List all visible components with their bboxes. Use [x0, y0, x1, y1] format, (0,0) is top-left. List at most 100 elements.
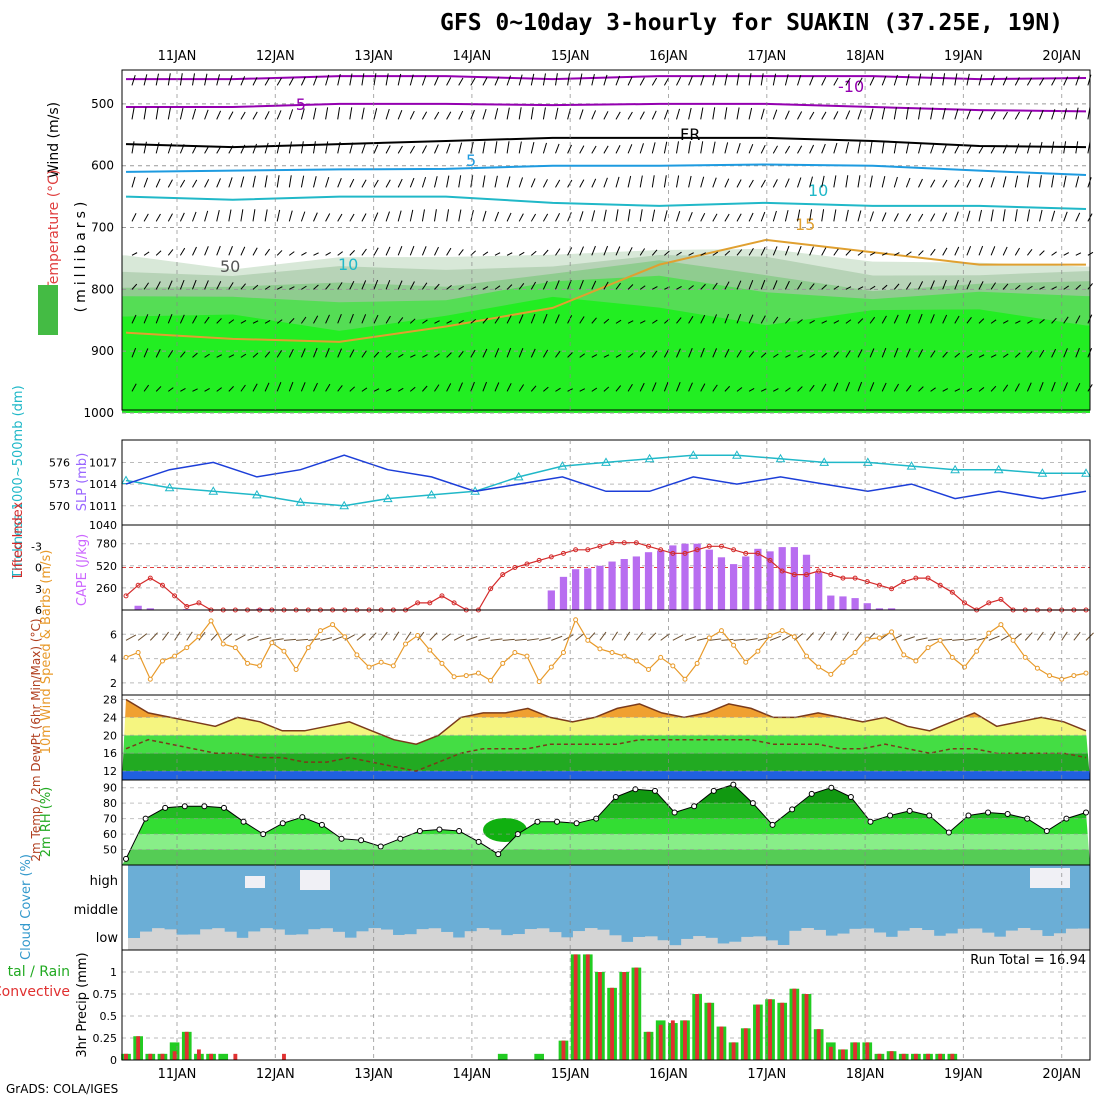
wind-barb — [349, 107, 353, 120]
wind-barb — [615, 353, 622, 358]
wind-barb — [712, 107, 716, 120]
wind-barb — [252, 143, 258, 154]
li-marker — [731, 547, 737, 553]
wind-barb — [676, 108, 681, 120]
cape-bar — [571, 569, 580, 610]
cloud-high — [1030, 868, 1070, 888]
precip-conv-bar — [585, 954, 590, 1060]
li-marker — [123, 593, 129, 599]
li-marker — [889, 586, 895, 592]
cloud-low — [224, 931, 237, 950]
x-tick-label: 20JAN — [1042, 1067, 1081, 1082]
wind-barb — [712, 141, 716, 154]
thickness-marker — [906, 461, 917, 470]
wind-barb — [748, 279, 754, 290]
wind-barb — [651, 382, 657, 392]
wind-barb — [204, 73, 208, 86]
wind-barb — [1002, 283, 1009, 290]
wind-barb — [385, 145, 391, 154]
wind-barb — [881, 107, 886, 120]
precip-conv-bar — [561, 1040, 566, 1060]
wind-barb — [482, 175, 486, 188]
wind-barb — [1039, 141, 1043, 154]
rh-marker — [1004, 811, 1011, 817]
wind-barb — [918, 142, 922, 154]
wind-barb — [784, 74, 789, 86]
cloud-low — [741, 936, 754, 950]
wind-barb — [833, 320, 840, 324]
wind-barb — [228, 145, 234, 154]
wind-barb — [494, 175, 498, 188]
y-tick-label: 70 — [103, 813, 117, 826]
wind-barb — [615, 385, 622, 392]
wind-barb — [518, 348, 524, 358]
wind-barb — [579, 211, 584, 222]
wind-barb — [385, 315, 391, 324]
wind-barb — [320, 637, 333, 641]
li-marker — [718, 543, 724, 549]
cloud-low — [272, 929, 285, 950]
wind-barb — [397, 317, 404, 324]
axis-label: (millibars) — [73, 198, 89, 313]
wind-barb — [494, 316, 500, 324]
wind-speed-marker — [743, 659, 749, 665]
rh-marker — [573, 820, 580, 827]
wind-speed-marker — [791, 634, 797, 640]
wind-barb — [252, 383, 258, 392]
wind-barb — [434, 283, 440, 290]
x-tick-label: 18JAN — [846, 49, 885, 64]
wind-barb — [842, 631, 849, 641]
wind-speed-marker — [585, 637, 591, 643]
wind-barb — [1015, 320, 1021, 324]
wind-barb — [966, 109, 971, 120]
wind-barb — [276, 209, 281, 222]
wind-barb — [845, 110, 851, 120]
wind-barb — [192, 315, 198, 324]
wind-barb — [506, 75, 512, 86]
wind-barb — [942, 388, 949, 392]
wind-barb — [736, 249, 743, 256]
wind-barb — [748, 351, 755, 358]
wind-speed-marker — [512, 650, 518, 655]
wind-barb — [615, 319, 622, 324]
wind-speed-marker — [366, 664, 372, 670]
wind-barb — [976, 636, 989, 641]
wind-barb — [434, 246, 439, 256]
wind-barb — [1063, 211, 1068, 222]
wind-barb — [155, 73, 159, 86]
wind-barb — [978, 209, 983, 222]
wind-barb — [990, 282, 996, 290]
li-marker — [488, 586, 494, 592]
wind-speed-marker — [402, 641, 408, 647]
wind-barb — [530, 107, 534, 120]
wind-barb — [700, 75, 705, 86]
wind-barb — [748, 179, 754, 188]
wind-barb — [966, 246, 972, 256]
wind-barb — [288, 109, 294, 120]
cloud-low — [693, 936, 706, 950]
li-marker — [670, 550, 676, 556]
cloud-low — [512, 934, 526, 950]
rh-marker — [416, 828, 423, 834]
rh-marker — [554, 818, 561, 825]
wind-barb — [736, 313, 742, 324]
wind-barb — [954, 108, 959, 120]
wind-barb — [833, 248, 839, 256]
wind-barb — [966, 210, 971, 222]
wind-barb — [228, 354, 235, 358]
wind-barb — [494, 348, 500, 358]
wind-barb — [651, 110, 657, 120]
wind-barb — [736, 179, 742, 188]
cape-bar — [620, 559, 628, 610]
wind-barb — [1002, 320, 1009, 324]
rh-marker — [240, 818, 247, 825]
y-tick-label: 570 — [49, 500, 70, 513]
cape-li-panel: 260 520 780 -3 0 3 6 CAPE (J/kg) Lifted Index — [11, 501, 1091, 617]
wind-barb — [409, 145, 416, 154]
wind-barb — [748, 144, 754, 154]
wind-barb — [1051, 251, 1057, 256]
wind-barb — [918, 107, 921, 120]
wind-barb — [905, 348, 911, 358]
wind-barb — [216, 145, 222, 154]
